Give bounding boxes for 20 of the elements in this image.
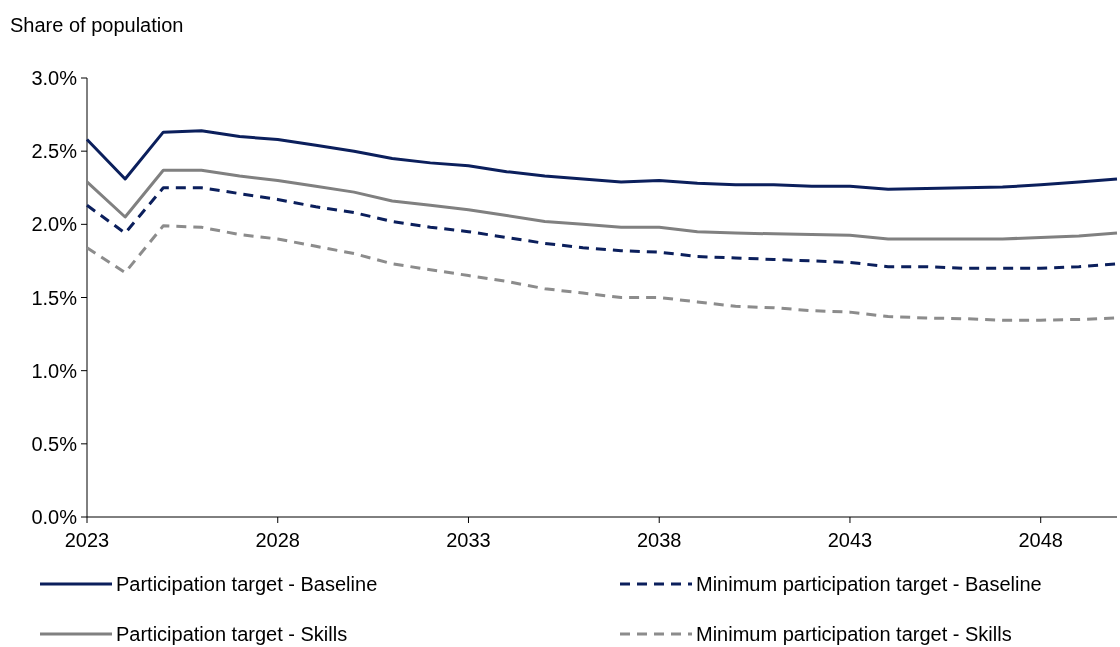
y-tick-label: 1.0% [31, 359, 78, 382]
x-tick-label: 2043 [827, 529, 873, 551]
line-series [85, 129, 1119, 191]
y-tick-label: 0.5% [31, 432, 78, 455]
y-tick-label: 2.0% [31, 213, 78, 236]
x-tick-label: 2023 [64, 529, 110, 551]
y-tick-label: 2.5% [31, 140, 78, 163]
line-series [85, 168, 1119, 241]
legend-label: Minimum participation target - Baseline [696, 573, 1042, 595]
x-tick-label: 2033 [446, 529, 491, 551]
y-tick-label: 0.0% [31, 506, 78, 528]
y-tick-label: 3.0% [31, 67, 78, 89]
x-tick-label: 2048 [1018, 529, 1063, 551]
y-axis-title: Share of population [10, 14, 184, 36]
legend-label: Participation target - Baseline [116, 573, 378, 595]
x-tick-label: 2038 [636, 529, 682, 551]
legend-label: Participation target - Skills [116, 623, 348, 645]
y-tick-label: 1.5% [31, 286, 78, 309]
x-tick-label: 2028 [255, 529, 300, 551]
legend-label: Minimum participation target - Skills [696, 623, 1012, 645]
